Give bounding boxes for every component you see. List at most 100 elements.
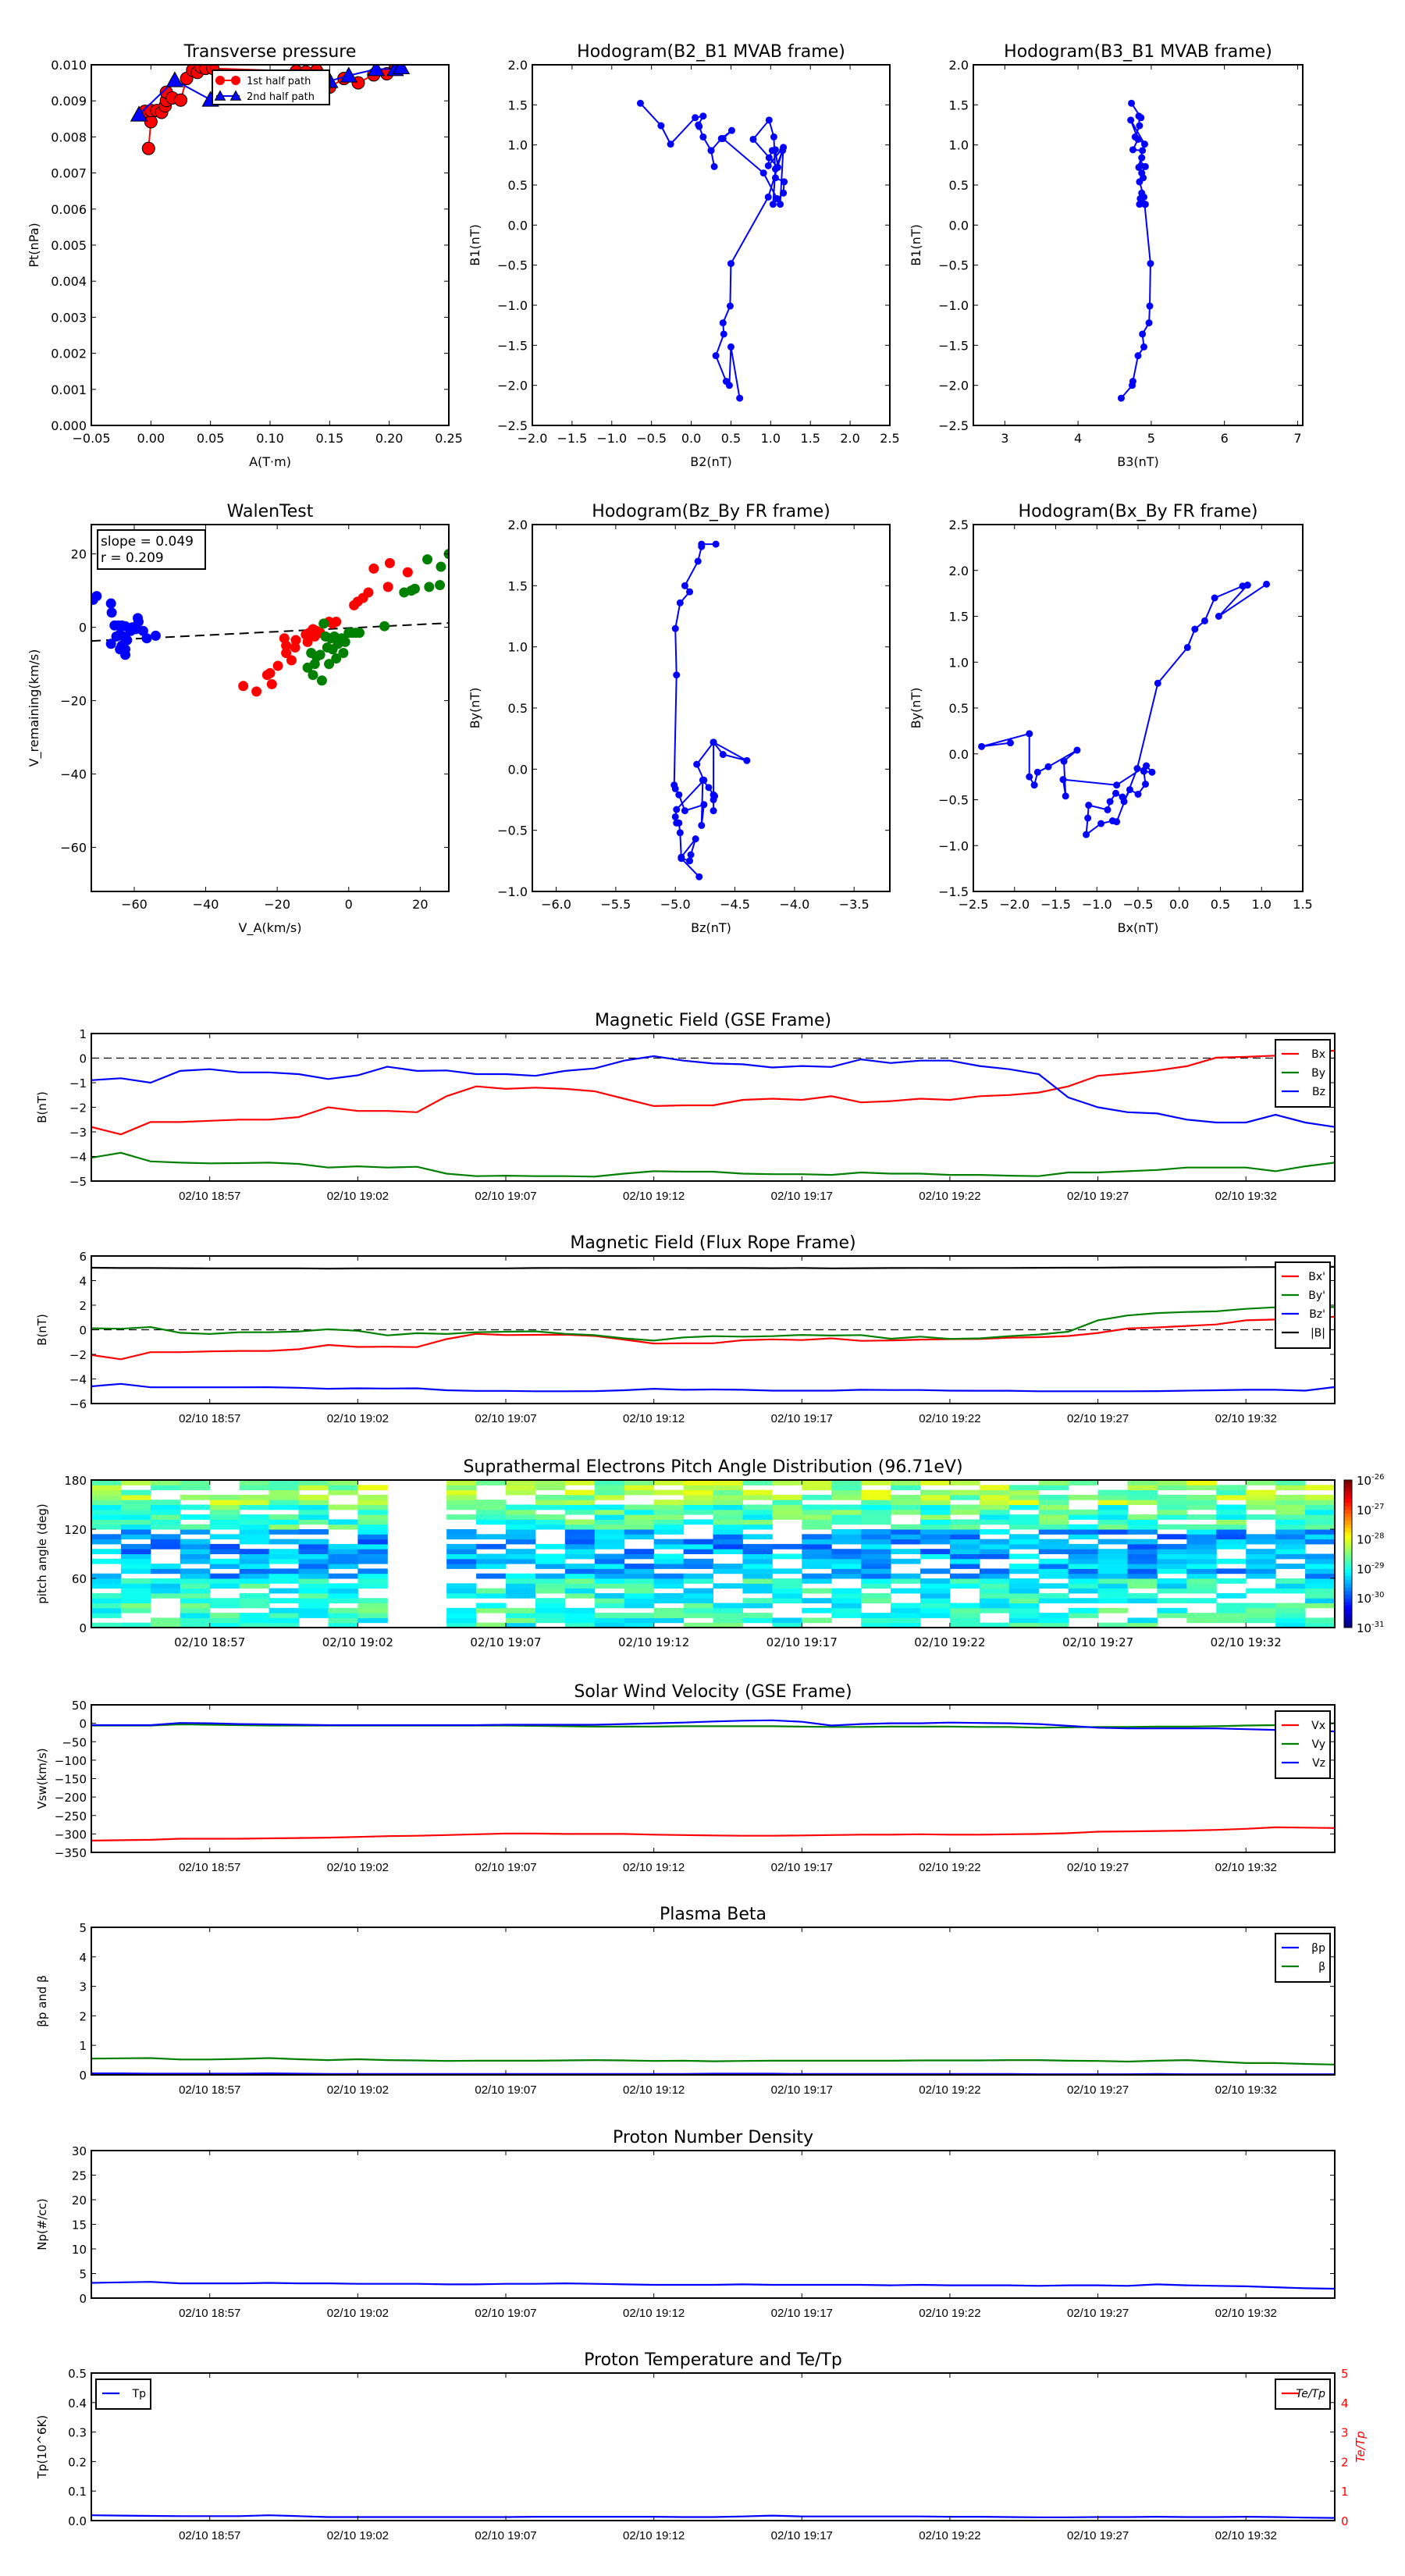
heatmap-cell <box>861 1519 891 1525</box>
y-axis-label: pitch angle (deg) <box>35 1503 49 1603</box>
heatmap-cell <box>1127 1598 1158 1603</box>
colorbar-step <box>1344 1520 1352 1525</box>
chart-transverse-pressure: −0.05 0.00 0.05 0.10 0.15 0.20 0.25 0.000 0.001 0… <box>27 42 463 469</box>
heatmap-cell <box>564 1568 596 1574</box>
heatmap-cell <box>446 1617 477 1624</box>
heatmap-cell <box>1216 1558 1247 1564</box>
data-point <box>1033 768 1041 776</box>
data-point <box>1117 394 1125 402</box>
heatmap-cell <box>713 1524 743 1530</box>
heatmap-cell <box>594 1509 625 1515</box>
legend-label: |B| <box>1311 1327 1325 1340</box>
heatmap-cell <box>209 1524 240 1530</box>
heatmap-cell <box>624 1613 655 1618</box>
data-point <box>1136 201 1144 208</box>
heatmap-cell <box>742 1519 773 1525</box>
colorbar-step <box>1344 1605 1352 1610</box>
heatmap-cell <box>535 1613 566 1618</box>
heatmap-cell <box>239 1578 270 1584</box>
heatmap-cell <box>683 1598 713 1603</box>
data-point <box>1113 781 1121 789</box>
chart-title: Proton Temperature and Te/Tp <box>584 2350 842 2370</box>
heatmap-cell <box>1186 1598 1217 1603</box>
heatmap-cell <box>180 1617 211 1624</box>
x-tick-label: 0.25 <box>435 431 463 446</box>
heatmap-cell <box>91 1558 122 1564</box>
heatmap-cell <box>1008 1607 1040 1614</box>
heatmap-cell <box>1127 1622 1158 1628</box>
x-tick-label: 0.15 <box>316 431 344 446</box>
heatmap-cell <box>772 1509 802 1515</box>
heatmap-cell <box>269 1607 299 1614</box>
x-tick-label: 0.5 <box>721 431 741 446</box>
annotation-frame <box>97 529 206 570</box>
heatmap-cell <box>209 1603 240 1609</box>
heatmap-cell <box>742 1573 773 1579</box>
x-axis-label: V_A(km/s) <box>239 920 302 936</box>
heatmap-cell <box>653 1592 685 1599</box>
heatmap-cell <box>1008 1494 1040 1500</box>
y-tick-label: 0.006 <box>51 202 87 217</box>
x-tick-label: 02/10 19:12 <box>623 1412 685 1425</box>
heatmap-cell <box>713 1494 743 1500</box>
x-axis-label: A(T·m) <box>249 454 291 469</box>
heatmap-cell <box>239 1617 270 1624</box>
heatmap-cell <box>1305 1578 1335 1584</box>
heatmap-cell <box>802 1494 832 1500</box>
x-tick-label: 02/10 19:22 <box>914 1635 985 1649</box>
heatmap-cell <box>180 1578 211 1584</box>
heatmap-cell <box>328 1543 358 1550</box>
heatmap-cell <box>1186 1485 1217 1491</box>
heatmap-cell <box>180 1480 211 1485</box>
heatmap-cell <box>624 1564 655 1569</box>
x-tick-label: 02/10 18:57 <box>179 1190 240 1203</box>
heatmap-cell <box>949 1607 980 1614</box>
chart-mag-fr: 02/10 18:57 02/10 19:02 02/10 19:07 02/10 1… <box>35 1233 1336 1425</box>
heatmap-cell <box>742 1549 773 1554</box>
heatmap-cell <box>328 1524 358 1530</box>
heatmap-cell <box>861 1564 891 1569</box>
heatmap-cell <box>269 1539 299 1545</box>
x-tick-label: 02/10 19:02 <box>327 2307 389 2320</box>
data-point <box>676 599 684 607</box>
y-tick-label: −50 <box>62 1735 87 1749</box>
heatmap-cell <box>120 1543 151 1550</box>
scatter-point-008000 <box>422 554 433 565</box>
heatmap-cell <box>180 1622 211 1628</box>
plot-area <box>91 1719 1335 1841</box>
legend-label: βp <box>1311 1942 1325 1955</box>
heatmap-cell <box>298 1573 329 1579</box>
heatmap-cell <box>1246 1568 1276 1574</box>
heatmap-cell <box>949 1539 980 1545</box>
heatmap-cell <box>446 1485 477 1491</box>
heatmap-cell <box>1186 1539 1217 1545</box>
y-tick-label: 0.0 <box>508 218 528 233</box>
heatmap-cell <box>1127 1578 1158 1584</box>
heatmap-cell <box>949 1558 980 1564</box>
x-tick-label: 1.0 <box>761 431 781 446</box>
heatmap-cell <box>594 1622 625 1628</box>
colorbar-step <box>1344 1542 1352 1547</box>
data-point <box>1139 330 1147 338</box>
y-tick-label: 1.0 <box>949 138 969 153</box>
heatmap-cell <box>979 1607 1010 1614</box>
chart-title: Hodogram(Bz_By FR frame) <box>592 502 830 521</box>
heatmap-cell <box>1305 1529 1335 1535</box>
heatmap-cell <box>861 1504 891 1510</box>
heatmap-cell <box>891 1549 921 1554</box>
heatmap-cell <box>920 1598 951 1603</box>
y-tick-label: 0 <box>79 621 87 635</box>
heatmap-cell <box>594 1534 625 1540</box>
heatmap-cell <box>1216 1524 1247 1530</box>
heatmap-cell <box>653 1598 685 1603</box>
data-point <box>1140 343 1148 350</box>
heatmap-cell <box>357 1509 388 1515</box>
heatmap-cell <box>1068 1613 1099 1618</box>
heatmap-cell <box>1216 1489 1247 1496</box>
chart-hodogram-bx-by: −2.5 −2.0 −1.5 −1.0 −0.5 0.0 0.5 1.0 1.5 −1.5 −1.0… <box>909 502 1313 935</box>
heatmap-cell <box>357 1603 388 1609</box>
heatmap-cell <box>1068 1568 1099 1574</box>
heatmap-cell <box>1127 1494 1158 1500</box>
data-point <box>1147 260 1154 268</box>
